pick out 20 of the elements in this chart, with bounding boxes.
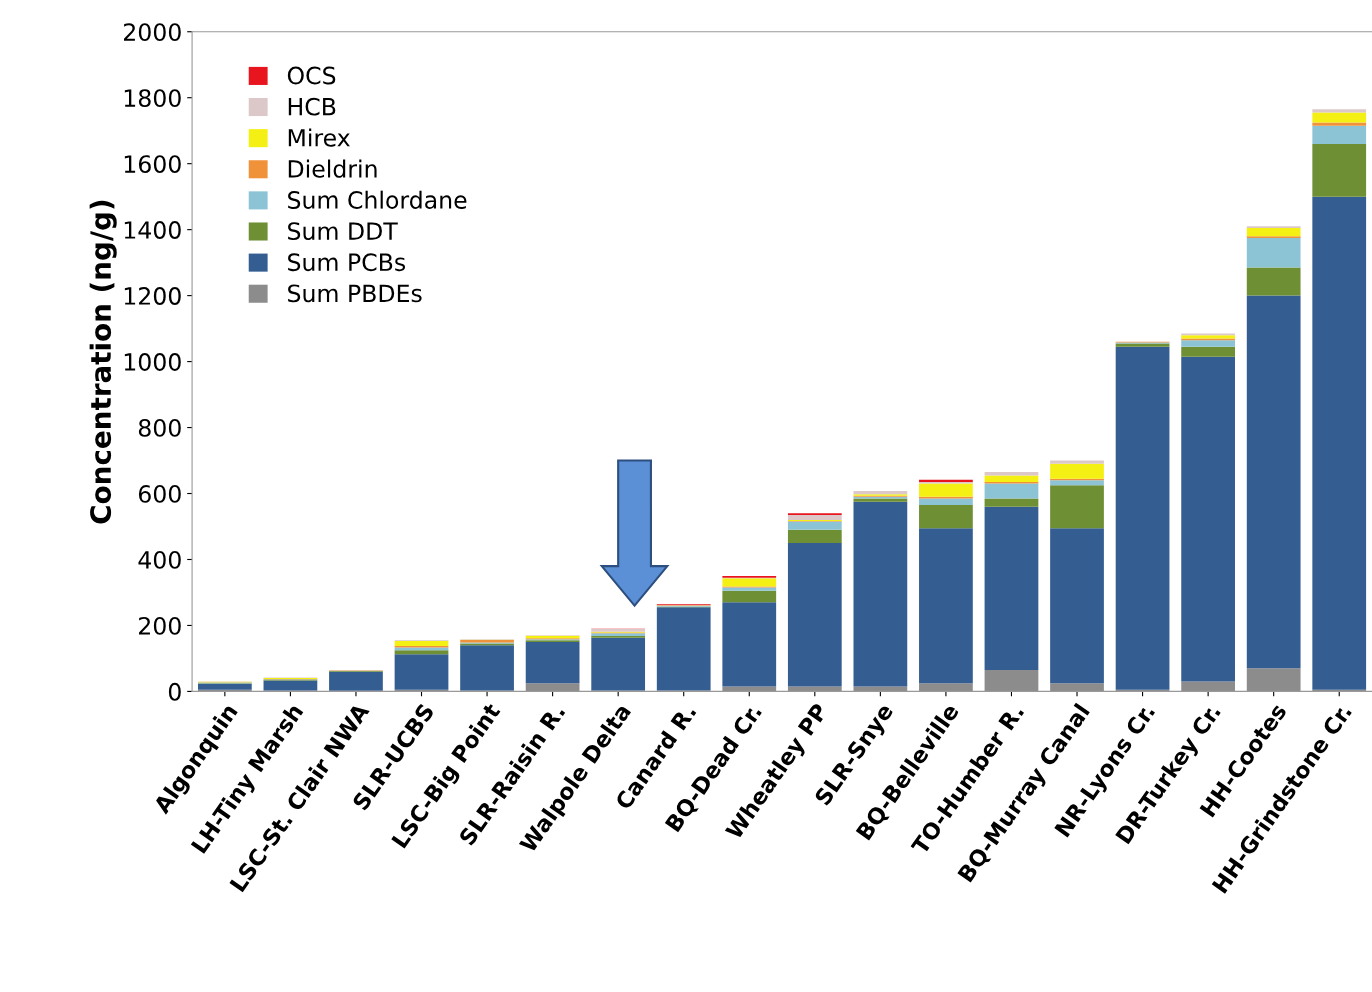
legend-label: OCS bbox=[287, 66, 336, 85]
y-tick-label: 200 bbox=[139, 616, 181, 635]
y-tick-label: 400 bbox=[138, 550, 181, 569]
legend-label: Sum DDT bbox=[288, 222, 398, 241]
y-tick-label: 0 bbox=[168, 682, 181, 701]
y-tick-label: 800 bbox=[138, 419, 181, 437]
legend-label: Dieldrin bbox=[288, 159, 377, 178]
y-tick-label: 600 bbox=[138, 484, 181, 503]
legend-label: Sum PBDEs bbox=[288, 284, 422, 303]
y-tick-label: 1000 bbox=[124, 353, 181, 371]
y-tick-label: 1400 bbox=[124, 221, 181, 239]
legend-label: Sum PCBs bbox=[288, 253, 406, 272]
y-tick-label: 1600 bbox=[124, 155, 181, 173]
legend-label: Sum Chlordane bbox=[288, 190, 467, 209]
y-tick-label: 2000 bbox=[124, 23, 181, 42]
y-axis-title: Concentration (ng/g) bbox=[89, 200, 117, 524]
legend-label: Mirex bbox=[288, 128, 350, 147]
y-tick-label: 1200 bbox=[124, 287, 181, 305]
y-tick-label: 1800 bbox=[124, 89, 181, 108]
legend-label: HCB bbox=[288, 97, 336, 116]
